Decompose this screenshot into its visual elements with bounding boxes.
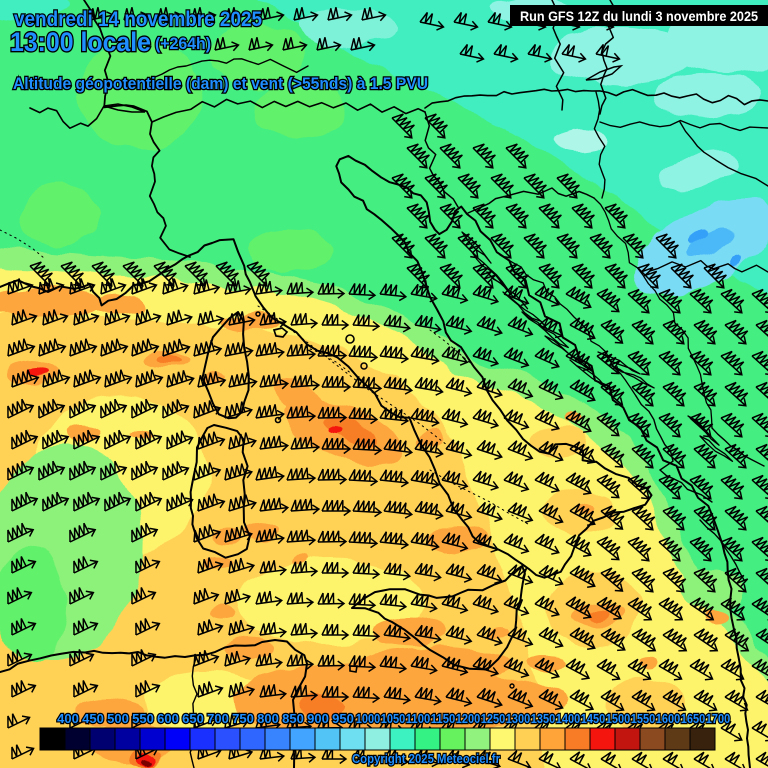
svg-text:1350: 1350 [531,711,556,726]
svg-text:Altitude géopotentielle (dam): Altitude géopotentielle (dam) et vent (>… [13,75,428,93]
svg-text:1550: 1550 [631,711,656,726]
svg-text:1050: 1050 [381,711,406,726]
svg-text:650: 650 [182,711,204,726]
svg-text:450: 450 [82,711,104,726]
svg-text:600: 600 [157,711,179,726]
svg-text:950: 950 [332,711,354,726]
svg-text:1100: 1100 [406,711,431,726]
svg-text:500: 500 [107,711,129,726]
svg-text:vendredi 14 novembre 2025: vendredi 14 novembre 2025 [14,8,262,31]
svg-text:850: 850 [282,711,304,726]
svg-text:13:00 locale: 13:00 locale [10,27,151,57]
svg-text:1400: 1400 [556,711,581,726]
svg-text:1700: 1700 [706,711,731,726]
svg-text:1300: 1300 [506,711,531,726]
svg-text:Run GFS 12Z du lundi 3 novembr: Run GFS 12Z du lundi 3 novembre 2025 [520,8,758,24]
svg-text:800: 800 [257,711,279,726]
svg-text:1600: 1600 [656,711,681,726]
svg-text:1450: 1450 [581,711,606,726]
svg-text:(+264h): (+264h) [155,34,211,53]
svg-text:1250: 1250 [481,711,506,726]
svg-text:Copyright 2025 Meteociel.fr: Copyright 2025 Meteociel.fr [352,751,500,766]
svg-text:750: 750 [232,711,254,726]
svg-text:1000: 1000 [356,711,381,726]
svg-text:1650: 1650 [681,711,706,726]
svg-text:1500: 1500 [606,711,631,726]
svg-text:900: 900 [307,711,329,726]
svg-text:1200: 1200 [456,711,481,726]
svg-text:700: 700 [207,711,229,726]
svg-text:1150: 1150 [431,711,456,726]
svg-text:400: 400 [57,711,79,726]
svg-text:550: 550 [132,711,154,726]
